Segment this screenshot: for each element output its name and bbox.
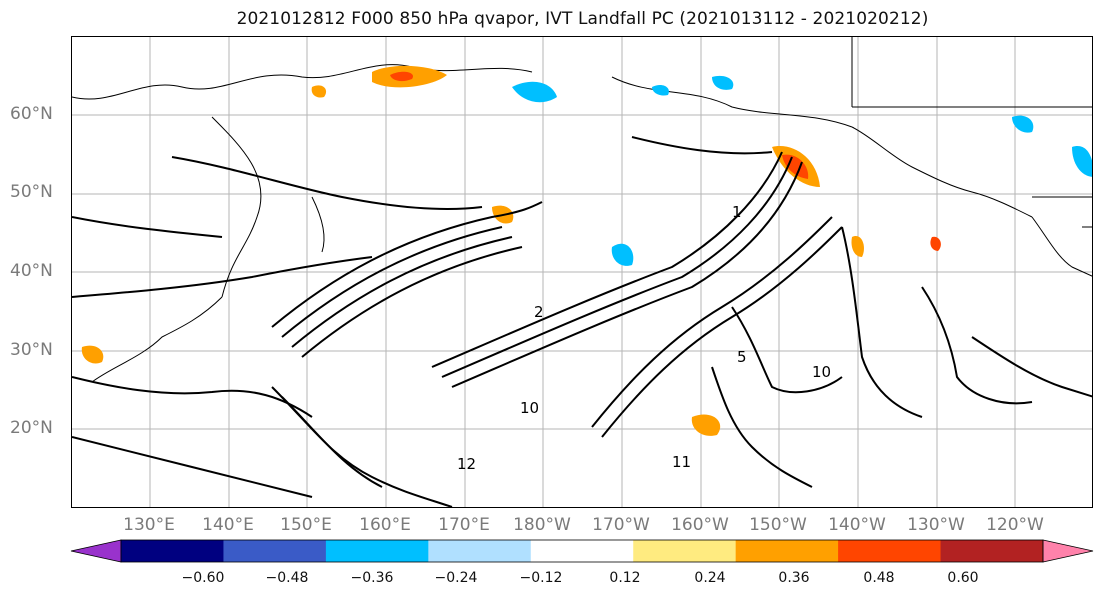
colorbar-tick: 0.12 [609, 570, 641, 586]
colorbar [70, 539, 1094, 563]
contour-label: 1 [732, 203, 742, 221]
lon-label-140w: 140°W [828, 515, 886, 535]
contour-label: 12 [457, 455, 476, 473]
colorbar-segment [325, 540, 429, 562]
colorbar-tick: −0.12 [519, 570, 563, 586]
colorbar-segment [121, 540, 224, 562]
colorbar-tick: 0.48 [863, 570, 895, 586]
colorbar-segments [70, 539, 1094, 563]
contour-label: 5 [737, 348, 747, 366]
contour-label: 2 [534, 303, 544, 321]
lat-label-40n: 40°N [10, 261, 53, 281]
colorbar-segment [633, 540, 737, 562]
colorbar-segment [940, 540, 1044, 562]
colorbar-segment [428, 540, 532, 562]
colorbar-tick: −0.24 [434, 570, 478, 586]
lon-label-170e: 170°E [438, 515, 490, 535]
lon-label-120w: 120°W [986, 515, 1044, 535]
colorbar-tick: 0.36 [778, 570, 810, 586]
lon-label-140e: 140°E [202, 515, 254, 535]
lat-label-20n: 20°N [10, 418, 53, 438]
lon-label-150e: 150°E [280, 515, 332, 535]
lon-label-170w: 170°W [592, 515, 650, 535]
anomaly-shading [81, 65, 1092, 436]
lat-label-50n: 50°N [10, 182, 53, 202]
lat-label-60n: 60°N [10, 104, 53, 124]
colorbar-extend-high [1042, 539, 1094, 563]
colorbar-extend-low [70, 539, 122, 563]
map-canvas: 10 12 11 10 1 2 5 [72, 37, 1092, 507]
map-title: 2021012812 F000 850 hPa qvapor, IVT Land… [236, 9, 929, 29]
lon-label-160e: 160°E [359, 515, 411, 535]
colorbar-segment [838, 540, 942, 562]
colorbar-tick: −0.48 [265, 570, 309, 586]
lon-label-150w: 150°W [749, 515, 807, 535]
lon-label-130w: 130°W [907, 515, 965, 535]
contour-labels: 10 12 11 10 1 2 5 [457, 203, 831, 473]
contour-label: 10 [812, 363, 831, 381]
colorbar-segment [223, 540, 327, 562]
contour-label: 10 [520, 399, 539, 417]
colorbar-tick: 0.24 [694, 570, 726, 586]
lon-label-160w: 160°W [671, 515, 729, 535]
gridlines [72, 37, 1092, 507]
colorbar-segment [530, 540, 634, 562]
ivt-contours [72, 136, 1092, 507]
contour-label: 11 [672, 453, 691, 471]
lon-label-180w: 180°W [513, 515, 571, 535]
lon-label-130e: 130°E [123, 515, 175, 535]
colorbar-tick: 0.60 [947, 570, 979, 586]
lat-label-30n: 30°N [10, 340, 53, 360]
map-panel: 10 12 11 10 1 2 5 [71, 36, 1093, 508]
colorbar-frame [120, 539, 1044, 563]
coastlines [72, 37, 1092, 383]
colorbar-segment [735, 540, 839, 562]
colorbar-tick: −0.60 [181, 570, 225, 586]
colorbar-tick: −0.36 [350, 570, 394, 586]
